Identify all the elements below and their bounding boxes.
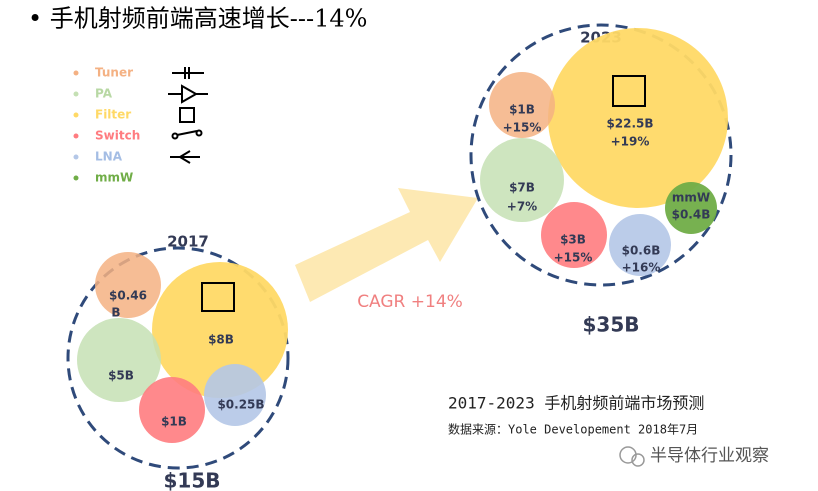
- title: • 手机射频前端高速增长---14%: [28, 5, 367, 33]
- bubble-label: $1B: [161, 415, 187, 429]
- growth-arrow: [295, 188, 478, 302]
- bubble-filter: [548, 28, 728, 208]
- bubble-lna: [204, 364, 266, 426]
- caption: 2017-2023 手机射频前端市场预测: [448, 394, 704, 413]
- bubble-label: $22.5B: [606, 117, 653, 131]
- market-boundary: [469, 23, 733, 287]
- bubble-label: B: [111, 306, 120, 320]
- bubble-tuner: [95, 252, 161, 318]
- bubble-label: $0.6B: [622, 244, 661, 258]
- bubble-filter: [152, 262, 288, 398]
- bubble-label: $5B: [108, 369, 134, 383]
- bubble-label: mmW: [672, 191, 710, 205]
- bubble-pa: [480, 138, 564, 222]
- total-label: $15B: [164, 469, 221, 491]
- cagr-label: CAGR +14%: [357, 292, 463, 312]
- legend: Tuner PA Filter Switch LNA mmW: [73, 66, 208, 185]
- bubble-label: +16%: [622, 261, 661, 275]
- bubble-label: +15%: [503, 121, 542, 135]
- total-label: $35B: [583, 313, 640, 337]
- watermark: 半导体行业观察: [650, 446, 769, 466]
- legend-label: LNA: [95, 150, 123, 164]
- bubble-tuner: [489, 72, 555, 138]
- bubble-label: $1B: [509, 103, 535, 117]
- bubble-label: $7B: [509, 181, 535, 195]
- bubble-label: +19%: [611, 135, 650, 149]
- bubble-label: $8B: [208, 333, 234, 347]
- bubble-mmw: [665, 182, 717, 234]
- bubble-lna: [609, 214, 671, 276]
- bubble-switch: [139, 377, 205, 443]
- bubble-label: $3B: [560, 233, 586, 247]
- legend-label: Switch: [95, 129, 140, 143]
- bubble-label: +7%: [507, 200, 537, 214]
- source: 数据来源：Yole Developement 2018年7月: [448, 422, 698, 437]
- year-label: 2017: [167, 233, 209, 251]
- bubble-pa: [77, 318, 161, 402]
- bubble-switch: [541, 202, 607, 268]
- bubble-label: $0.46: [109, 289, 147, 303]
- legend-label: Tuner: [95, 66, 133, 80]
- bubble-label: +15%: [554, 251, 593, 265]
- bubble-label: $0.4B: [672, 208, 711, 222]
- market-boundary: [66, 246, 290, 470]
- bubble-label: $0.25B: [217, 398, 264, 412]
- legend-label: Filter: [95, 108, 131, 122]
- legend-label: mmW: [95, 171, 133, 185]
- legend-label: PA: [95, 87, 113, 101]
